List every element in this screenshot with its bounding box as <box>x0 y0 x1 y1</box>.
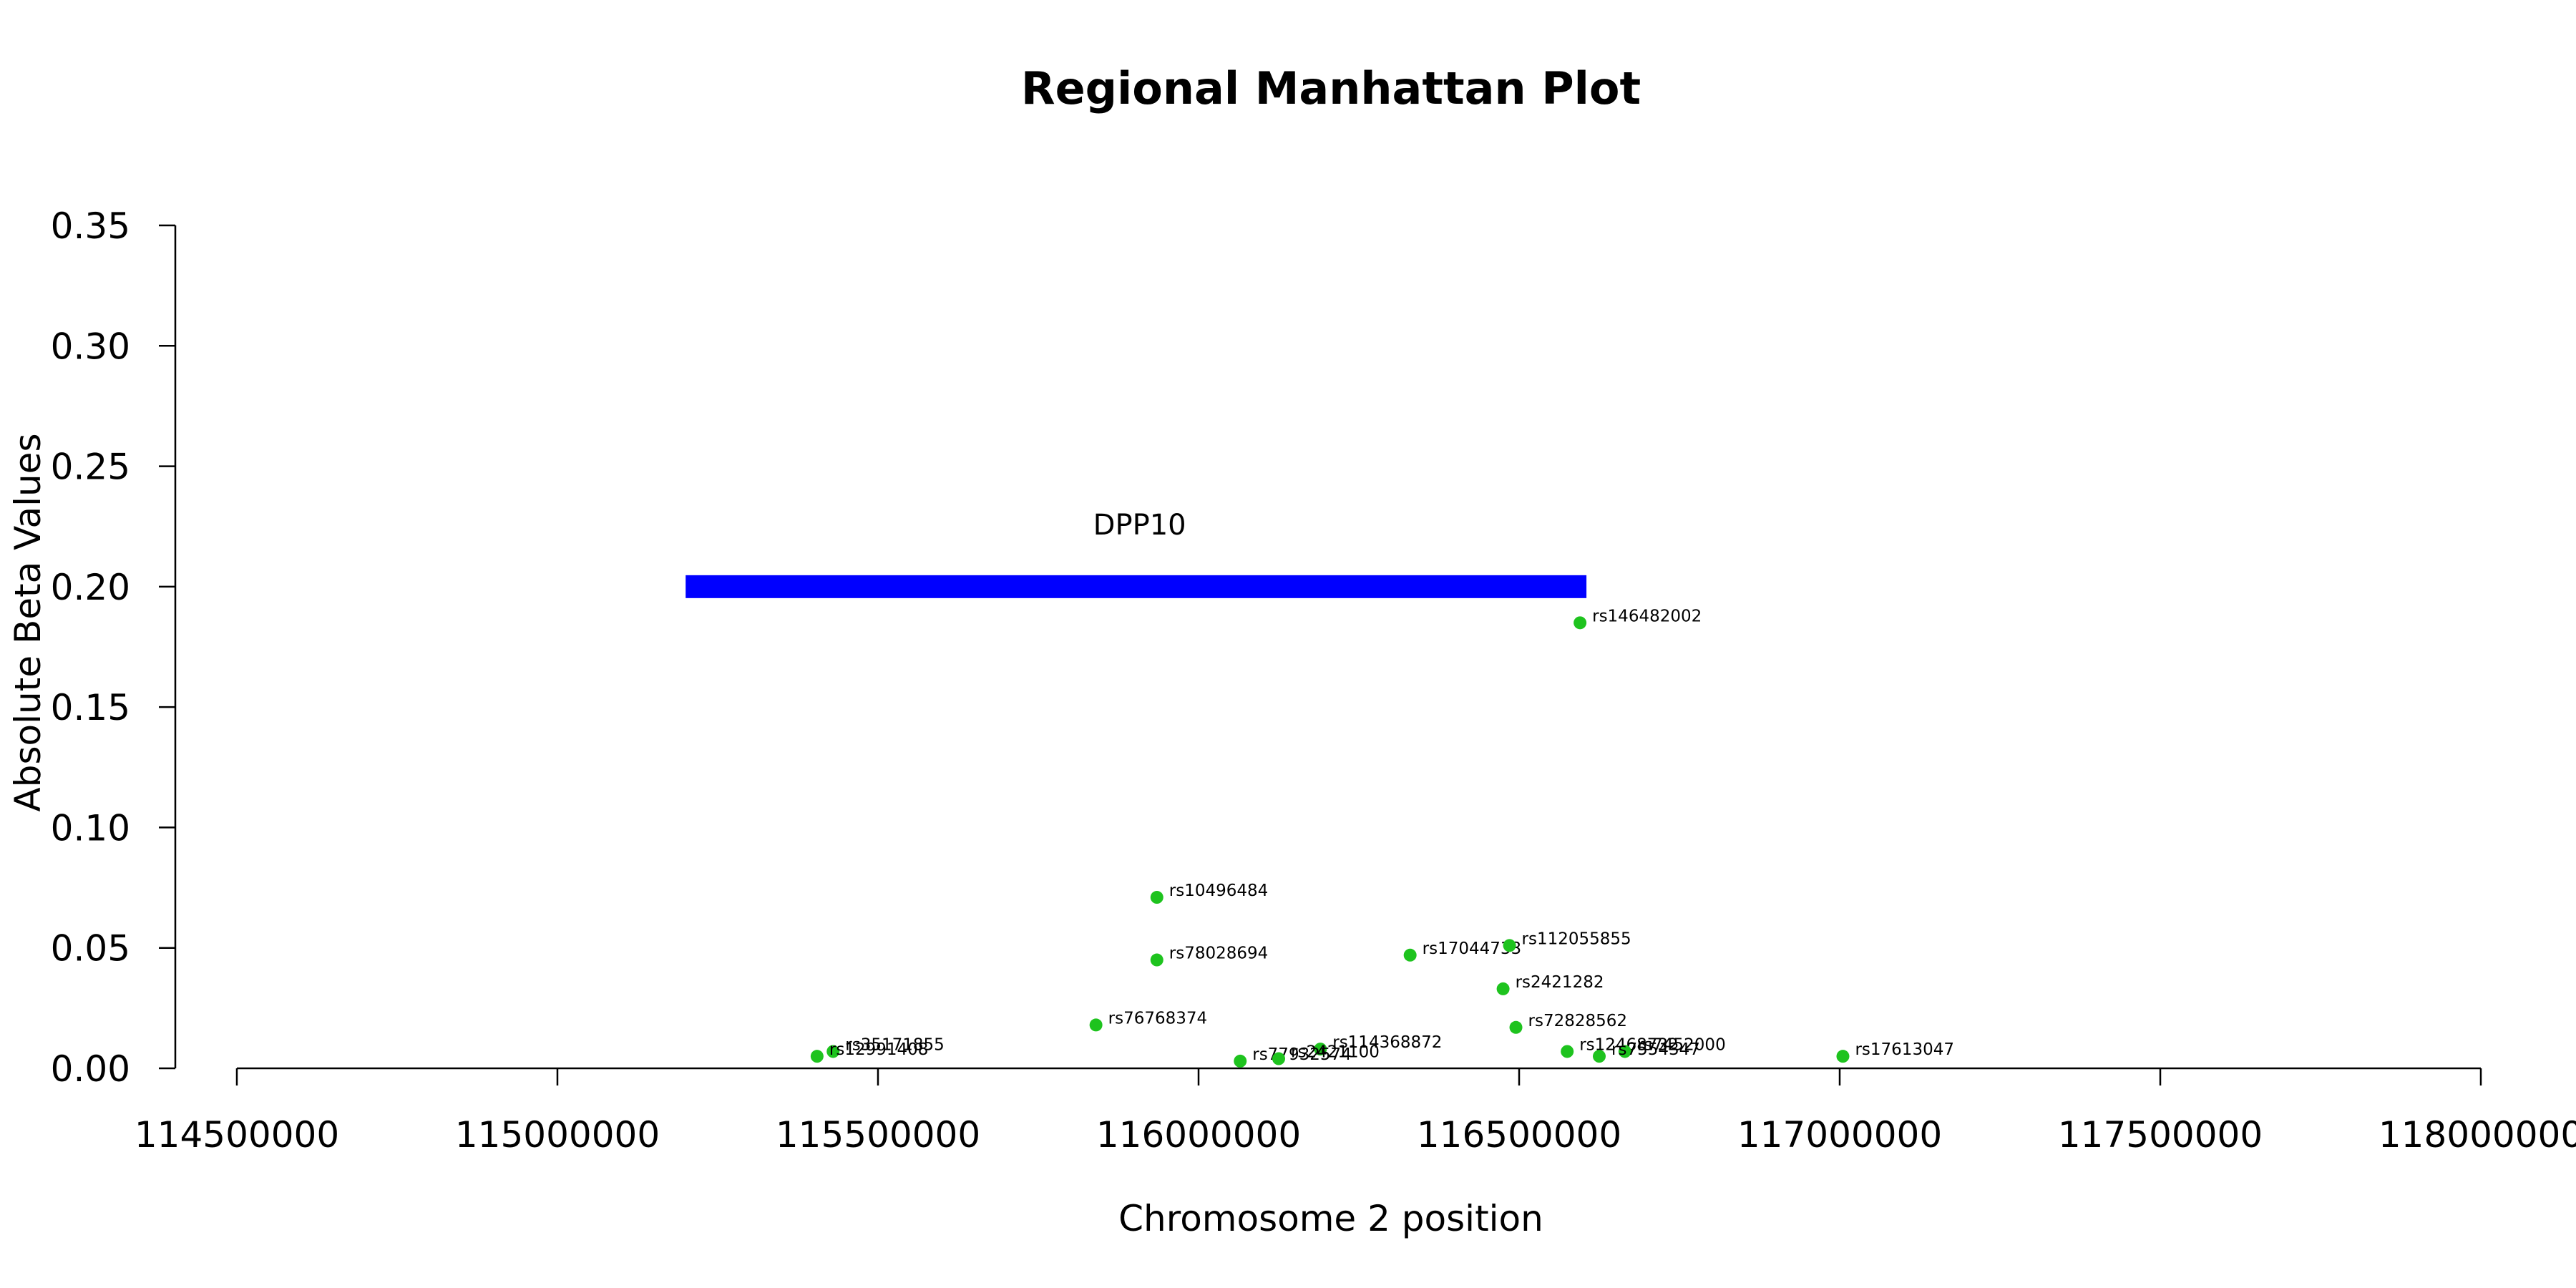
y-tick-label: 0.10 <box>51 807 130 849</box>
chart-title: Regional Manhattan Plot <box>1021 62 1641 114</box>
x-tick-label: 116000000 <box>1096 1114 1301 1156</box>
x-tick-label: 114500000 <box>135 1114 339 1156</box>
snp-label: rs146482002 <box>1592 607 1702 625</box>
y-tick-label: 0.20 <box>51 567 130 608</box>
gene-bar <box>686 575 1587 598</box>
snp-label: rs112055855 <box>1522 930 1631 948</box>
x-tick-label: 118000000 <box>2379 1114 2576 1156</box>
snp-point <box>1314 1043 1327 1056</box>
snp-point <box>1403 948 1417 962</box>
snp-point <box>1561 1045 1574 1058</box>
snp-label: rs7452000 <box>1637 1035 1726 1054</box>
snp-label: rs76768374 <box>1108 1009 1208 1028</box>
gene-label: DPP10 <box>1093 509 1186 542</box>
y-tick-label: 0.00 <box>51 1048 130 1090</box>
snp-point <box>826 1045 840 1058</box>
snp-point <box>1574 616 1587 630</box>
snp-label: rs72828562 <box>1528 1012 1628 1030</box>
snp-label: rs2421282 <box>1516 973 1604 992</box>
snp-label: rs35171855 <box>845 1035 945 1054</box>
x-tick-label: 116500000 <box>1417 1114 1621 1156</box>
snp-label: rs10496484 <box>1169 882 1269 900</box>
x-tick-label: 117000000 <box>1737 1114 1942 1156</box>
snp-point <box>1509 1020 1523 1034</box>
y-tick-label: 0.25 <box>51 447 130 488</box>
snp-label: rs17613047 <box>1855 1040 1954 1059</box>
y-axis: 0.00 0.05 0.10 0.15 0.20 0.25 0.30 0.35 <box>51 205 177 1090</box>
snp-point <box>1089 1018 1103 1032</box>
snp-point <box>1593 1050 1606 1063</box>
x-tick-label: 115500000 <box>776 1114 980 1156</box>
snp-label: rs78028694 <box>1169 945 1269 963</box>
y-tick-label: 0.05 <box>51 928 130 970</box>
snp-point <box>1234 1054 1247 1068</box>
gene-track: DPP10 <box>686 509 1587 598</box>
x-tick-label: 117500000 <box>2058 1114 2263 1156</box>
snp-point <box>810 1050 824 1063</box>
snp-point <box>1150 891 1163 904</box>
snp-label: rs77932574 <box>1252 1045 1352 1064</box>
snp-label: rs12991408 <box>829 1040 929 1059</box>
snp-label: rs114368872 <box>1332 1033 1442 1052</box>
snp-point <box>1618 1045 1631 1058</box>
y-tick-label: 0.30 <box>51 326 130 367</box>
y-axis-title: Absolute Beta Values <box>7 434 49 812</box>
snp-point <box>1836 1050 1850 1063</box>
y-tick-label: 0.35 <box>51 205 130 247</box>
snp-point <box>1150 953 1163 967</box>
snp-point <box>1496 982 1510 995</box>
x-tick-label: 115000000 <box>455 1114 660 1156</box>
snp-point <box>1503 939 1516 952</box>
x-axis-title: Chromosome 2 position <box>1118 1198 1543 1239</box>
x-axis: 114500000 115000000 115500000 116000000 1165… <box>135 1067 2576 1156</box>
snp-point <box>1272 1052 1285 1065</box>
snp-label: rs7554347 <box>1611 1040 1700 1059</box>
snp-label: rs2421100 <box>1291 1043 1380 1062</box>
y-tick-label: 0.15 <box>51 687 130 728</box>
